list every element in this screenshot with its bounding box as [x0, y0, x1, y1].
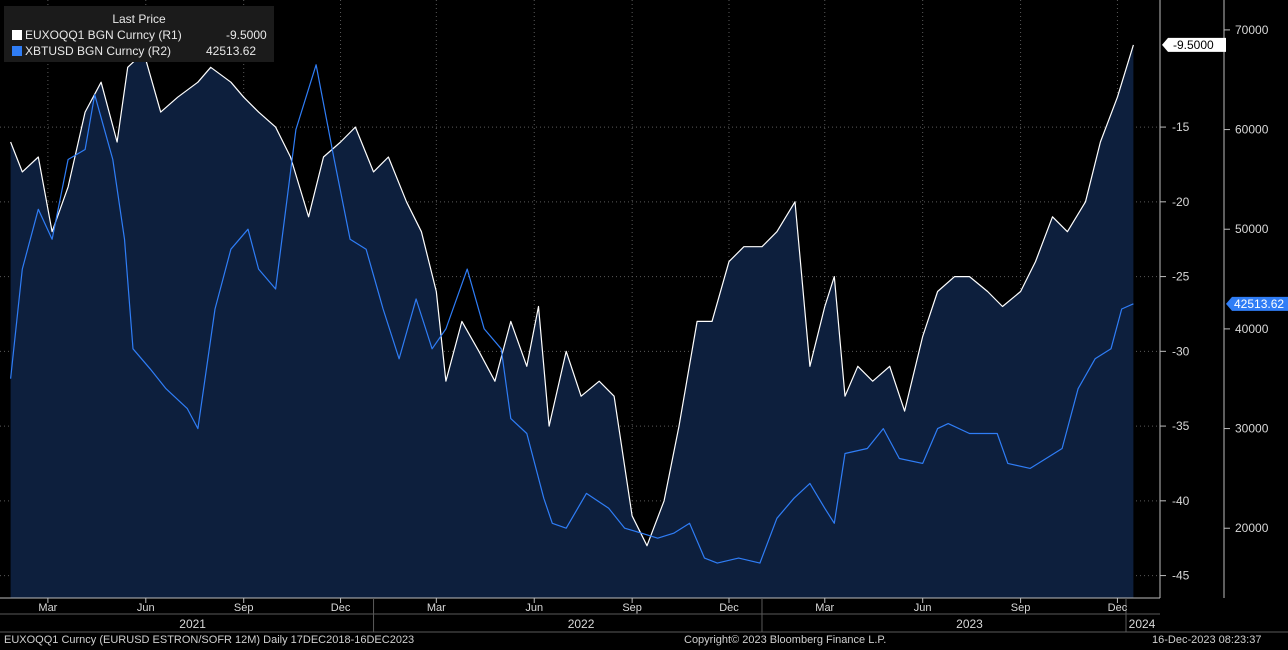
tick-labels: -15 -20 -25 -30 -35 -40 -45 70000 60000 50000 4000… [38, 23, 1268, 631]
last-value-tag-r1 [1162, 37, 1226, 52]
legend-swatch-white-icon [12, 30, 22, 40]
tick-label-month: Sep [1011, 602, 1031, 614]
tick-label-r1: -30 [1172, 344, 1190, 358]
tick-label-r2: 40000 [1235, 322, 1269, 336]
legend-header: Last Price [112, 12, 166, 26]
tick-label-r1: -35 [1172, 419, 1190, 433]
tick-label-r2: 30000 [1235, 422, 1269, 436]
tick-label-year: 2022 [568, 617, 595, 631]
tick-label-r2: 60000 [1235, 123, 1269, 137]
tick-label-r1: -15 [1172, 120, 1190, 134]
legend: Last Price EUXOQQ1 BGN Curncy (R1) -9.50… [4, 6, 274, 62]
series-areas [10, 44, 1134, 598]
last-value-tags: -9.5000 42513.62 [1162, 37, 1288, 311]
series-lines [10, 44, 1134, 564]
tick-label-month: Jun [914, 602, 932, 614]
tick-label-year: 2021 [179, 617, 206, 631]
tick-label-month: Sep [622, 602, 642, 614]
tick-label-r2: 20000 [1235, 521, 1269, 535]
tick-label-year: 2024 [1129, 617, 1156, 631]
series-line-1 [10, 44, 1134, 547]
tick-label-r2: 70000 [1235, 23, 1269, 37]
tick-label-r2: 50000 [1235, 222, 1269, 236]
legend-value-series2: 42513.62 [206, 44, 257, 58]
legend-value-series1: -9.5000 [226, 28, 267, 42]
last-value-tag-r2 [1226, 296, 1288, 311]
tick-label-month: Jun [525, 602, 543, 614]
footer-copyright: Copyright© 2023 Bloomberg Finance L.P. [684, 634, 887, 646]
tick-label-month: Dec [331, 602, 351, 614]
footer-timestamp: 16-Dec-2023 08:23:37 [1152, 634, 1262, 646]
tick-label-month: Sep [234, 602, 254, 614]
series-area-fill [10, 44, 1134, 598]
legend-entry-series2: XBTUSD BGN Curncy (R2) 42513.62 [12, 44, 256, 58]
footer-description: EUXOQQ1 Curncy (EURUSD ESTRON/SOFR 12M) … [4, 634, 415, 646]
axes [0, 0, 1288, 633]
tick-label-r1: -25 [1172, 270, 1190, 284]
tick-label-r1: -20 [1172, 195, 1190, 209]
tick-label-r1: -40 [1172, 494, 1190, 508]
legend-label-series2: XBTUSD BGN Curncy (R2) [25, 44, 172, 58]
tick-label-month: Jun [137, 602, 155, 614]
tick-label-month: Mar [38, 602, 57, 614]
tick-label-month: Mar [815, 602, 834, 614]
last-value-label-r1: -9.5000 [1173, 38, 1214, 52]
legend-label-series1: EUXOQQ1 BGN Curncy (R1) [25, 28, 182, 42]
tick-label-month: Dec [1108, 602, 1128, 614]
tick-label-year: 2023 [956, 617, 983, 631]
tick-label-r1: -45 [1172, 569, 1190, 583]
tick-label-month: Dec [719, 602, 739, 614]
legend-entry-series1: EUXOQQ1 BGN Curncy (R1) -9.5000 [12, 28, 267, 42]
series-line-2 [10, 64, 1134, 564]
tick-label-month: Mar [427, 602, 446, 614]
legend-swatch-blue-icon [12, 46, 22, 56]
last-value-label-r2: 42513.62 [1234, 297, 1284, 311]
